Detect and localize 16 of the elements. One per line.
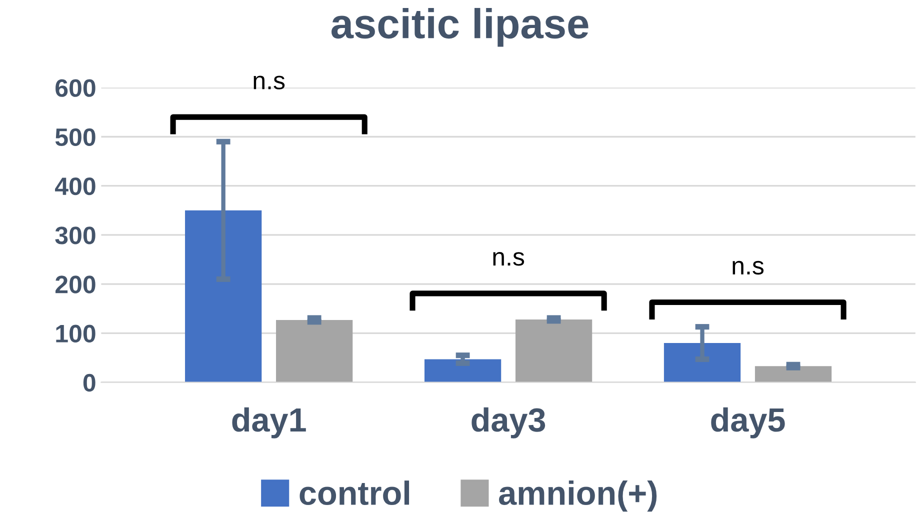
annotation: n.s	[254, 76, 285, 90]
annotation: n.s	[732, 260, 764, 275]
y-tick-label: 300	[55, 226, 96, 244]
y-tick-label: 600	[56, 79, 96, 97]
y-tick-label: 0	[83, 374, 96, 392]
y-tick-label: 200	[56, 276, 96, 294]
y-tick-label: 100	[56, 324, 96, 343]
y-tick-label: 400	[55, 177, 96, 196]
x-tick-label: day5	[711, 407, 785, 438]
chart-title: ascitic lipase	[332, 8, 588, 47]
x-tick-label: day3	[472, 407, 546, 438]
legend-label: control	[300, 480, 410, 506]
x-tick-label: day1	[232, 407, 306, 438]
legend-label: amnion(+)	[499, 480, 657, 512]
y-tick-label: 500	[55, 128, 96, 146]
annotation: n.s	[493, 252, 524, 266]
